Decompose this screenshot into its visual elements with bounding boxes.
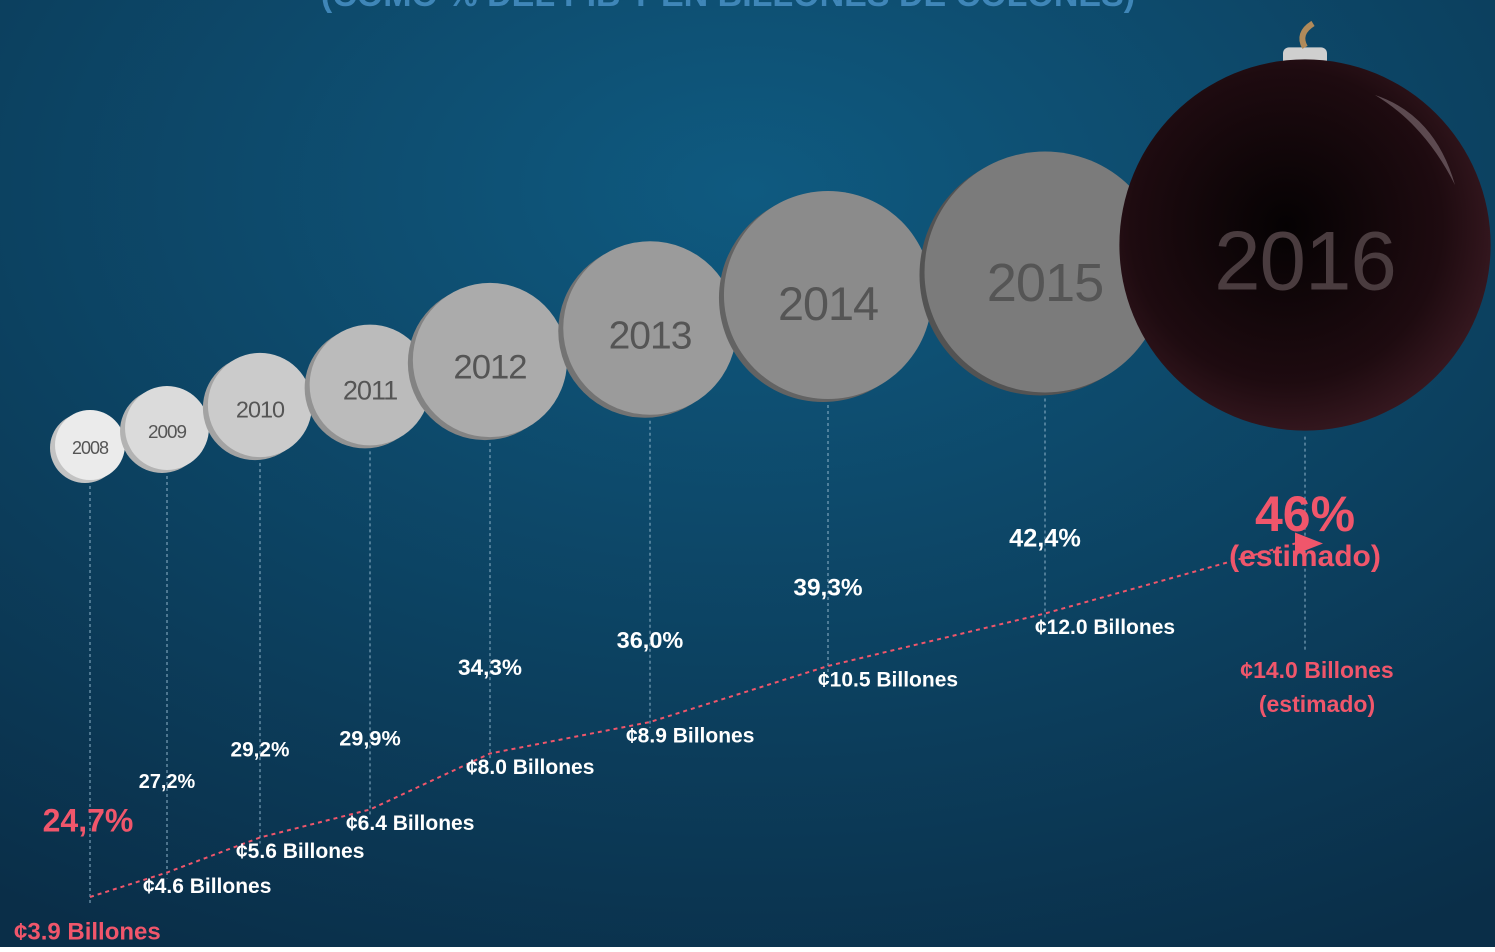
percent-label: 29,9% xyxy=(339,725,401,750)
percent-label: 24,7% xyxy=(43,802,134,838)
percent-label: 46% xyxy=(1255,486,1355,542)
amount-curve xyxy=(89,542,1296,898)
bubble xyxy=(723,190,933,400)
year-label: 2015 xyxy=(987,253,1104,313)
bomb-fuse xyxy=(1299,20,1315,49)
percent-label: 36,0% xyxy=(617,627,684,653)
bubble xyxy=(412,282,568,438)
estimate-label: (estimado) xyxy=(1259,691,1375,717)
year-label: 2016 xyxy=(1214,213,1396,307)
percent-label: 34,3% xyxy=(458,655,522,680)
year-label: 2011 xyxy=(343,374,397,405)
percent-label: 29,2% xyxy=(231,738,290,761)
amount-label: ¢10.5 Billones xyxy=(818,669,958,692)
amount-label: ¢6.4 Billones xyxy=(346,812,474,835)
estimate-label: (estimado) xyxy=(1229,540,1381,573)
amount-label: ¢8.9 Billones xyxy=(626,725,754,748)
amount-label: ¢12.0 Billones xyxy=(1035,616,1175,639)
amount-label: ¢5.6 Billones xyxy=(236,840,364,863)
bubble xyxy=(924,151,1166,393)
bubble xyxy=(125,386,209,470)
amount-label: ¢3.9 Billones xyxy=(14,918,161,945)
year-label: 2009 xyxy=(148,422,186,443)
percent-label: 27,2% xyxy=(139,771,196,793)
year-label: 2014 xyxy=(778,278,878,330)
amount-label: ¢14.0 Billones xyxy=(1240,657,1393,683)
percent-label: 42,4% xyxy=(1009,524,1081,552)
year-label: 2013 xyxy=(609,315,692,358)
bubble xyxy=(207,352,313,458)
bubble xyxy=(55,410,125,480)
chart-title: (COMO % DEL PIB Y EN BILLONES DE COLONES… xyxy=(321,0,1135,14)
year-label: 2008 xyxy=(72,438,109,458)
arrow-head xyxy=(1295,532,1323,555)
year-label: 2010 xyxy=(236,396,285,422)
bubble xyxy=(1119,59,1491,431)
year-label: 2012 xyxy=(453,348,526,386)
percent-label: 39,3% xyxy=(793,575,862,602)
bubble xyxy=(563,241,737,415)
amount-label: ¢8.0 Billones xyxy=(466,756,594,779)
amount-label: ¢4.6 Billones xyxy=(143,875,271,898)
bubble xyxy=(309,324,431,446)
